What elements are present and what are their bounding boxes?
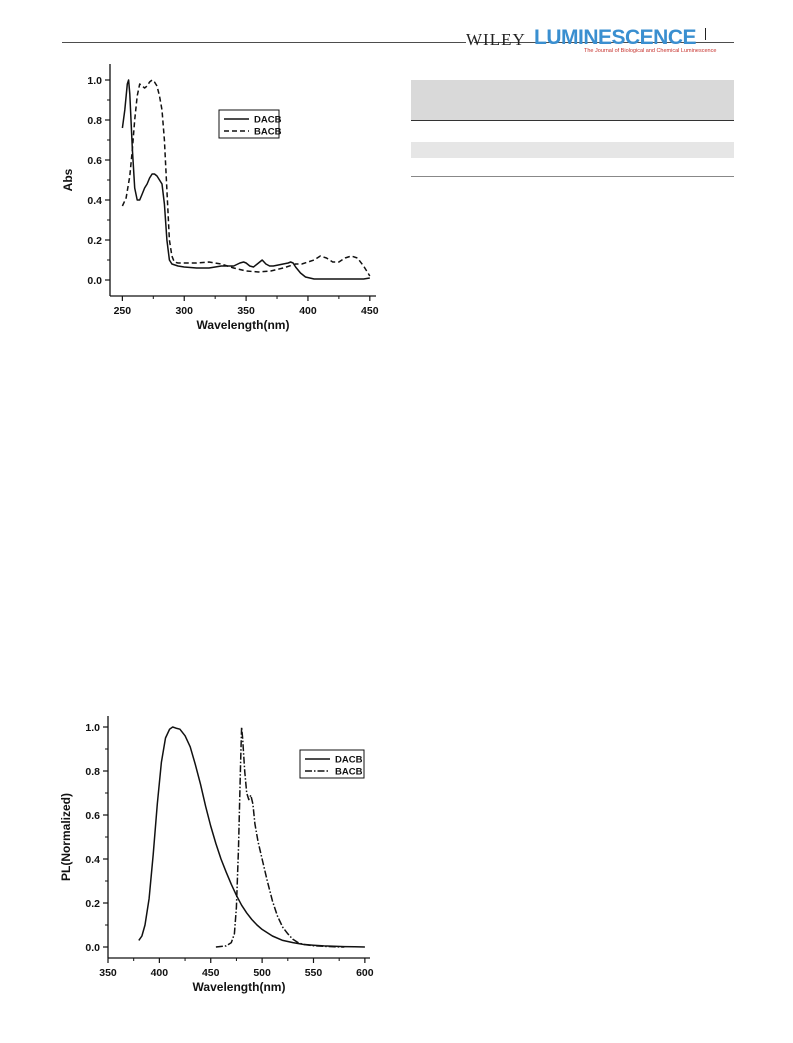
legend-label-dacb: DACB — [335, 755, 363, 766]
y-axis-title: Abs — [61, 168, 75, 191]
x-tick-label: 500 — [253, 967, 271, 979]
y-axis-title: PL(Normalized) — [59, 793, 73, 881]
x-tick-label: 350 — [99, 967, 117, 979]
x-tick-label: 550 — [305, 967, 323, 979]
journal-title: LUMINESCENCE — [534, 26, 697, 49]
y-tick-label: 0.0 — [85, 942, 100, 954]
table-row-shade — [411, 142, 734, 158]
series-line-bacb — [121, 79, 371, 277]
x-tick-label: 450 — [361, 305, 379, 317]
table-header-band — [411, 80, 734, 120]
y-tick-label: 0.2 — [85, 898, 100, 910]
page-number-divider — [705, 28, 706, 40]
y-tick-label: 0.6 — [87, 155, 102, 167]
x-tick-label: 250 — [114, 305, 132, 317]
photoluminescence-chart: 350 400 450 500 550 600 0.0 0.2 0.4 0.6 0.8 1.0 Wave… — [59, 716, 374, 994]
x-tick-label: 450 — [202, 967, 220, 979]
y-tick-label: 0.8 — [85, 766, 100, 778]
header-rule — [62, 42, 734, 43]
x-tick-label: 600 — [356, 967, 374, 979]
y-tick-label: 0.4 — [87, 195, 102, 207]
legend-label-dacb: DACB — [254, 115, 282, 126]
y-tick-label: 0.8 — [87, 115, 102, 127]
journal-branding: WILEY LUMINESCENCE The Journal of Biolog… — [466, 24, 716, 54]
y-tick-label: 0.4 — [85, 854, 100, 866]
table-header-rule — [411, 120, 734, 121]
x-tick-label: 400 — [151, 967, 169, 979]
legend-label-bacb: BACB — [335, 767, 363, 778]
y-tick-label: 0.0 — [87, 275, 102, 287]
legend-box — [218, 109, 280, 139]
journal-tagline: The Journal of Biological and Chemical L… — [584, 48, 717, 54]
legend-label-bacb: BACB — [254, 127, 282, 138]
absorption-chart: 250 300 350 400 450 0.0 0.2 0.4 0.6 0.8 1.0 Wavelen… — [61, 64, 379, 332]
x-axis-title: Wavelength(nm) — [193, 980, 286, 994]
y-tick-label: 1.0 — [85, 722, 100, 734]
y-tick-label: 0.2 — [87, 235, 102, 247]
y-tick-label: 0.6 — [85, 810, 100, 822]
x-axis-title: Wavelength(nm) — [197, 318, 290, 332]
series-line-bacb — [215, 726, 345, 948]
y-tick-label: 1.0 — [87, 75, 102, 87]
x-tick-label: 400 — [299, 305, 317, 317]
series-line-dacb — [121, 79, 370, 280]
x-tick-label: 350 — [237, 305, 255, 317]
table-bottom-rule — [411, 176, 734, 177]
publisher-name: WILEY — [466, 30, 526, 49]
x-tick-label: 300 — [175, 305, 193, 317]
legend-box — [299, 749, 365, 779]
